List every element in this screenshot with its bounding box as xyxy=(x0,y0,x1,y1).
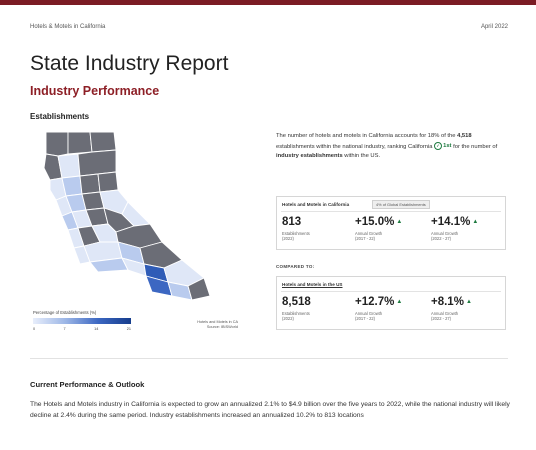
metric-value: 8,518 xyxy=(282,296,311,308)
header-industry-name: Hotels & Motels in California xyxy=(30,24,106,30)
trend-up-icon: ▲ xyxy=(465,299,472,305)
card-title: Hotels and Motels in the US xyxy=(282,282,343,287)
metric-period: (2022) xyxy=(282,316,294,322)
metric-label: Annual Growth xyxy=(431,231,459,236)
trend-up-icon: ▲ xyxy=(472,219,479,225)
description-emphasis: industry establishments xyxy=(276,152,343,159)
metric-label: Annual Growth xyxy=(355,231,383,236)
card-divider xyxy=(281,211,501,212)
card-divider xyxy=(281,291,501,292)
metric-period: (2022) xyxy=(282,236,294,242)
metric-label: Annual Growth xyxy=(431,311,459,316)
description-text: within the US. xyxy=(342,152,381,159)
top-accent-bar xyxy=(0,0,536,5)
outlook-paragraph: The Hotels and Motels industry in Califo… xyxy=(30,401,510,419)
metric-growth-future: +8.1% ▲ Annual Growth (2022 - 27) xyxy=(431,296,472,322)
map-source-line: Hotels and Motels in CA xyxy=(197,320,238,324)
metric-value: +8.1% xyxy=(431,296,464,308)
rank-value: 1st xyxy=(443,142,452,149)
card-title: Hotels and Motels in California xyxy=(282,202,350,207)
metric-period: (2017 - 22) xyxy=(355,316,376,322)
metric-value: +15.0% xyxy=(355,216,395,228)
page-title: State Industry Report xyxy=(30,52,229,75)
county-region xyxy=(61,175,83,197)
metric-establishments: 8,518 Establishments (2022) xyxy=(282,296,311,322)
county-region xyxy=(89,131,117,153)
map-legend-gradient xyxy=(33,318,131,324)
outlook-heading: Current Performance & Outlook xyxy=(30,380,145,389)
metric-growth-future: +14.1% ▲ Annual Growth (2022 - 27) xyxy=(431,216,478,242)
map-legend-title: Percentage of Establishments (%) xyxy=(33,310,97,315)
legend-tick: 0 xyxy=(33,327,36,331)
legend-tick: 7 xyxy=(63,327,66,331)
metric-growth-past: +12.7% ▲ Annual Growth (2017 - 22) xyxy=(355,296,402,322)
metric-label: Establishments xyxy=(282,311,310,316)
metric-period: (2022 - 27) xyxy=(431,316,452,322)
metric-period: (2017 - 22) xyxy=(355,236,376,242)
map-source-line: Source: IBISWorld xyxy=(206,325,238,329)
section-divider xyxy=(30,358,508,359)
legend-tick: 21 xyxy=(126,327,131,331)
map-legend-ticks: 0 7 14 21 xyxy=(33,327,131,331)
california-stats-card: Hotels and Motels in California 4% of Gl… xyxy=(276,196,506,250)
description-text: The number of hotels and motels in Calif… xyxy=(276,133,458,139)
map-source-note: Hotels and Motels in CA Source: IBISWorl… xyxy=(168,320,238,330)
county-region xyxy=(97,171,119,193)
county-region xyxy=(57,153,81,179)
header-date: April 2022 xyxy=(480,24,508,30)
metric-value: +12.7% xyxy=(355,296,395,308)
global-share-chip: 4% of Global Establishments xyxy=(372,200,430,209)
trophy-icon: ✓ xyxy=(434,142,443,151)
county-region xyxy=(77,149,117,177)
metric-growth-past: +15.0% ▲ Annual Growth (2017 - 22) xyxy=(355,216,402,242)
county-region xyxy=(67,131,93,155)
metric-value: 813 xyxy=(282,216,302,228)
page-subtitle: Industry Performance xyxy=(30,84,160,98)
us-stats-card: Hotels and Motels in the US 8,518 Establ… xyxy=(276,276,506,330)
county-region xyxy=(45,131,69,157)
compared-to-label: COMPARED TO: xyxy=(276,264,315,269)
county-region xyxy=(187,277,211,301)
metric-label: Establishments xyxy=(282,231,310,236)
trend-up-icon: ▲ xyxy=(396,219,403,225)
description-emphasis: 4,518 xyxy=(457,133,472,139)
metric-establishments: 813 Establishments (2022) xyxy=(282,216,310,242)
county-region xyxy=(79,173,101,195)
card-title-link[interactable]: Hotels and Motels in the US xyxy=(282,282,343,287)
description-text: establishments within the national indus… xyxy=(276,143,435,150)
california-county-map xyxy=(43,131,211,301)
establishments-description: The number of hotels and motels in Calif… xyxy=(276,132,508,162)
legend-tick: 14 xyxy=(94,327,99,331)
metric-label: Annual Growth xyxy=(355,311,383,316)
rank-badge: ✓ 1st xyxy=(434,142,452,152)
metric-value: +14.1% xyxy=(431,216,471,228)
metric-period: (2022 - 27) xyxy=(431,236,452,242)
description-text: for the number of xyxy=(451,143,498,150)
section-title: Establishments xyxy=(30,112,90,121)
trend-up-icon: ▲ xyxy=(396,299,403,305)
